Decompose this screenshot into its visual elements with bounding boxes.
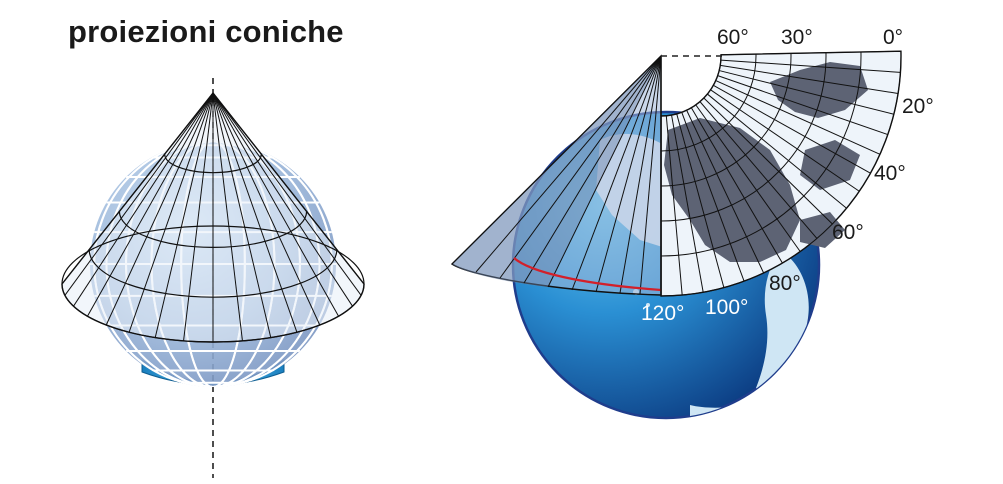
projection-fan — [660, 50, 902, 297]
cone-parallels — [61, 154, 365, 343]
lat-label-20: 20° — [902, 95, 934, 118]
diagram-title: proiezioni coniche — [68, 14, 344, 49]
lon-label-120: 120° — [641, 302, 684, 325]
right-projection-illustration — [450, 50, 902, 420]
left-cone-illustration — [61, 78, 365, 478]
cone-meridians — [61, 92, 365, 342]
lat-label-80: 80° — [769, 272, 801, 295]
lat-label-60: 60° — [832, 221, 864, 244]
lat-label-40: 40° — [874, 162, 906, 185]
lon-label-30: 30° — [781, 26, 813, 49]
lon-label-60: 60° — [717, 26, 749, 49]
rolled-cone-part — [450, 54, 662, 296]
lon-label-100: 100° — [705, 296, 748, 319]
lon-label-0: 0° — [883, 26, 903, 49]
red-standard-parallel — [513, 257, 662, 292]
